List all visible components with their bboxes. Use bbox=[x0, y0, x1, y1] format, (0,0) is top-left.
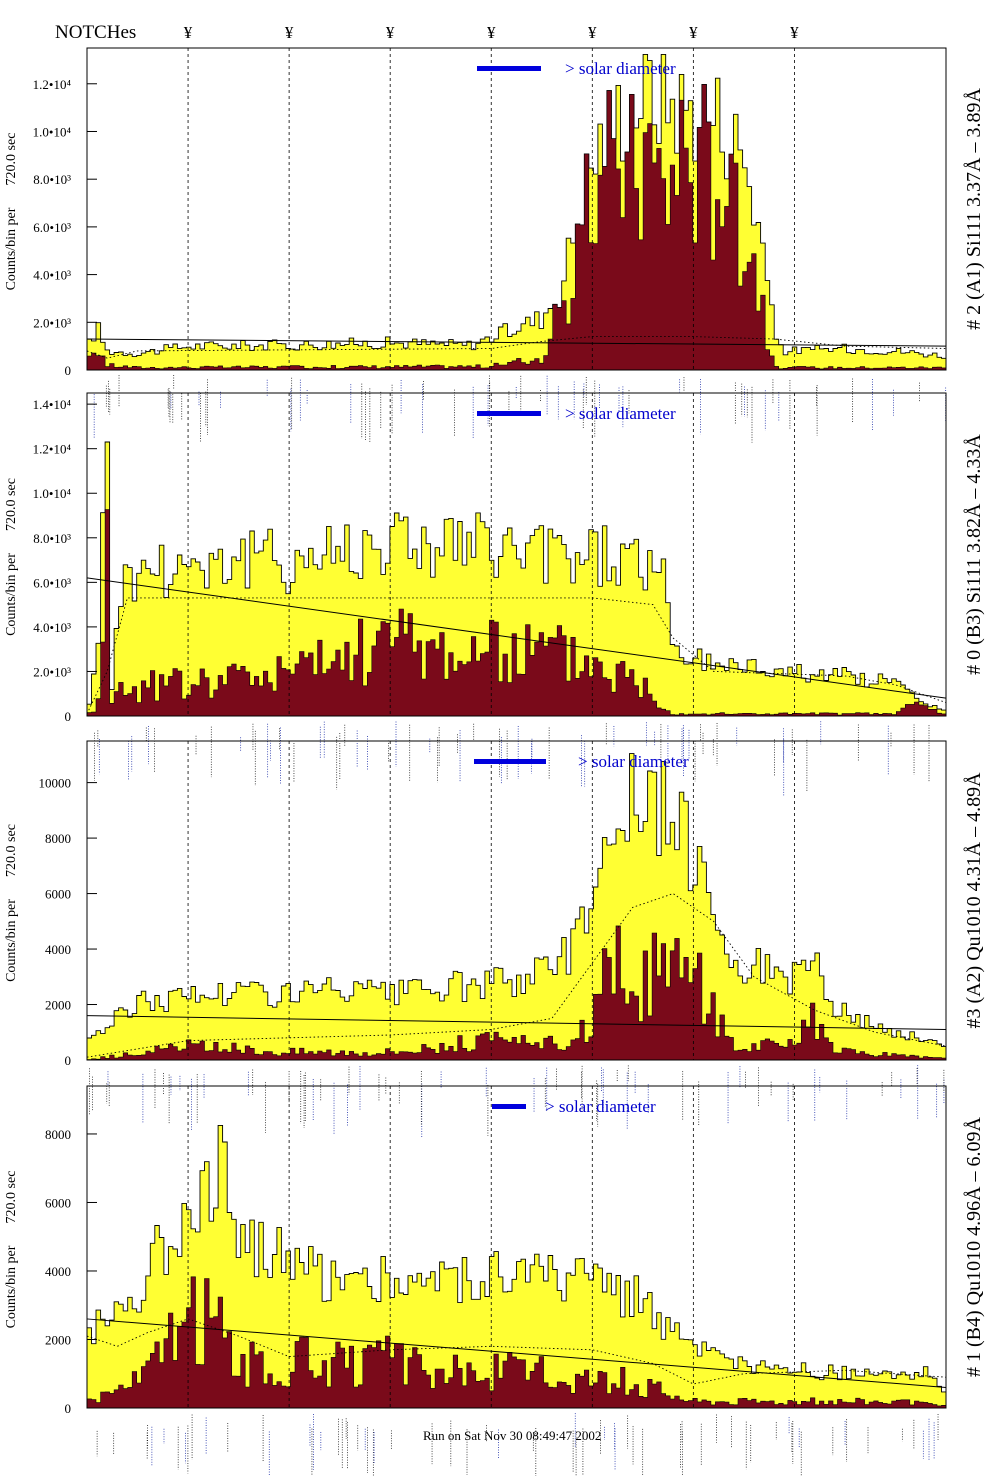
y-tick-label: 2000 bbox=[45, 1332, 71, 1347]
y-tick-label: 10000 bbox=[39, 776, 72, 791]
plot-frame bbox=[86, 1085, 947, 1409]
panel-title: #3 (A2) Qu1010 4.31Å – 4.89Å bbox=[963, 772, 985, 1029]
fit-line bbox=[86, 577, 947, 699]
y-tick-label: 4000 bbox=[45, 942, 71, 957]
y-tick-label: 4.0•10³ bbox=[33, 620, 71, 635]
y-tick-label: 4000 bbox=[45, 1264, 71, 1279]
panel-title: # 2 (A1) Si111 3.37Å – 3.89Å bbox=[963, 88, 985, 330]
y-tick-label: 8.0•10³ bbox=[33, 531, 71, 546]
plot-frame bbox=[86, 392, 947, 717]
panel-1: 0 2.0•10³ 4.0•10³ 6.0•10³ 8.0•10³ 1.0•10⁴ 1.2•… bbox=[4, 392, 985, 796]
panel-0: 0 2.0•10³ 4.0•10³ 6.0•10³ 8.0•10³ 1.0•10⁴ 1.2•… bbox=[4, 47, 985, 443]
panels: 0 2.0•10³ 4.0•10³ 6.0•10³ 8.0•10³ 1.0•10⁴ 1.2•… bbox=[4, 47, 985, 1476]
notch-symbol: ¥ bbox=[790, 23, 799, 42]
y-axis-label: Counts/bin per bbox=[4, 207, 19, 290]
y-tick-label: 0 bbox=[65, 363, 72, 378]
panel-title: # 1 (B4) Qu1010 4.96Å – 6.09Å bbox=[963, 1116, 985, 1377]
y-axis-label: Counts/bin per bbox=[4, 1245, 19, 1328]
legend-text: > solar diameter bbox=[578, 752, 689, 771]
legend-bar bbox=[474, 759, 546, 764]
y-tick-label: 1.0•10⁴ bbox=[33, 124, 72, 139]
y-tick-label: 6.0•10³ bbox=[33, 220, 71, 235]
y-tick-label: 1.0•10⁴ bbox=[33, 486, 72, 501]
legend-bar bbox=[477, 411, 541, 416]
y-axis-interval: 720.0 sec bbox=[4, 478, 19, 531]
notch-symbol: ¥ bbox=[588, 23, 597, 42]
legend-text: > solar diameter bbox=[565, 404, 676, 423]
y-tick-label: 6000 bbox=[45, 887, 71, 902]
y-tick-label: 1.2•10⁴ bbox=[33, 442, 72, 457]
panel-title: # 0 (B3) Si111 3.82Å – 4.33Å bbox=[963, 434, 985, 675]
run-stamp: Run on Sat Nov 30 08:49:47 2002 bbox=[423, 1428, 601, 1443]
y-tick-label: 2.0•10³ bbox=[33, 664, 71, 679]
inner-histogram bbox=[86, 84, 947, 371]
outer-histogram bbox=[86, 753, 947, 1061]
notches-label: NOTCHes bbox=[55, 22, 136, 43]
legend-bar bbox=[477, 66, 541, 71]
y-axis-interval: 720.0 sec bbox=[4, 1171, 19, 1224]
y-tick-label: 2000 bbox=[45, 998, 71, 1013]
inner-histogram bbox=[86, 925, 947, 1061]
y-tick-label: 1.2•10⁴ bbox=[33, 77, 72, 92]
fit-line bbox=[86, 1318, 947, 1388]
notch-symbol: ¥ bbox=[487, 23, 496, 42]
outer-histogram bbox=[86, 53, 947, 371]
fit-line bbox=[86, 1015, 947, 1030]
dotted-model-line bbox=[86, 1318, 947, 1385]
y-tick-label: 0 bbox=[65, 1053, 72, 1068]
dotted-model-line bbox=[86, 597, 947, 714]
plot-frame bbox=[86, 740, 947, 1061]
dotted-model-line bbox=[86, 336, 947, 359]
panel-2: 0 2000 4000 6000 8000 10000 Counts/bin per 720.… bbox=[4, 740, 985, 1138]
notch-symbol: ¥ bbox=[285, 23, 294, 42]
outer-histogram bbox=[86, 441, 947, 717]
legend-text: > solar diameter bbox=[545, 1097, 656, 1116]
inner-histogram bbox=[86, 509, 947, 717]
legend-text: > solar diameter bbox=[565, 59, 676, 78]
y-axis-label: Counts/bin per bbox=[4, 899, 19, 982]
y-tick-label: 4.0•10³ bbox=[33, 268, 71, 283]
notch-symbols: ¥ ¥ ¥ ¥ ¥ ¥ ¥ bbox=[184, 23, 799, 42]
y-tick-label: 1.4•10⁴ bbox=[33, 397, 72, 412]
y-axis-interval: 720.0 sec bbox=[4, 824, 19, 877]
notch-symbol: ¥ bbox=[386, 23, 395, 42]
y-tick-label: 6000 bbox=[45, 1195, 71, 1210]
y-axis-interval: 720.0 sec bbox=[4, 133, 19, 186]
notch-symbol: ¥ bbox=[184, 23, 193, 42]
y-tick-label: 0 bbox=[65, 709, 72, 724]
y-axis-label: Counts/bin per bbox=[4, 553, 19, 636]
inner-histogram bbox=[86, 1276, 947, 1409]
y-tick-label: 8000 bbox=[45, 1127, 71, 1142]
notch-symbol: ¥ bbox=[689, 23, 698, 42]
plot-frame bbox=[86, 47, 947, 371]
y-tick-label: 6.0•10³ bbox=[33, 575, 71, 590]
y-tick-label: 0 bbox=[65, 1401, 72, 1416]
y-tick-label: 8.0•10³ bbox=[33, 172, 71, 187]
y-tick-label: 2.0•10³ bbox=[33, 315, 71, 330]
fit-line bbox=[86, 338, 947, 347]
y-tick-label: 8000 bbox=[45, 831, 71, 846]
legend-bar bbox=[492, 1104, 526, 1109]
panel-3: 0 2000 4000 6000 8000 Counts/bin per 720.0 sec… bbox=[4, 1085, 985, 1476]
